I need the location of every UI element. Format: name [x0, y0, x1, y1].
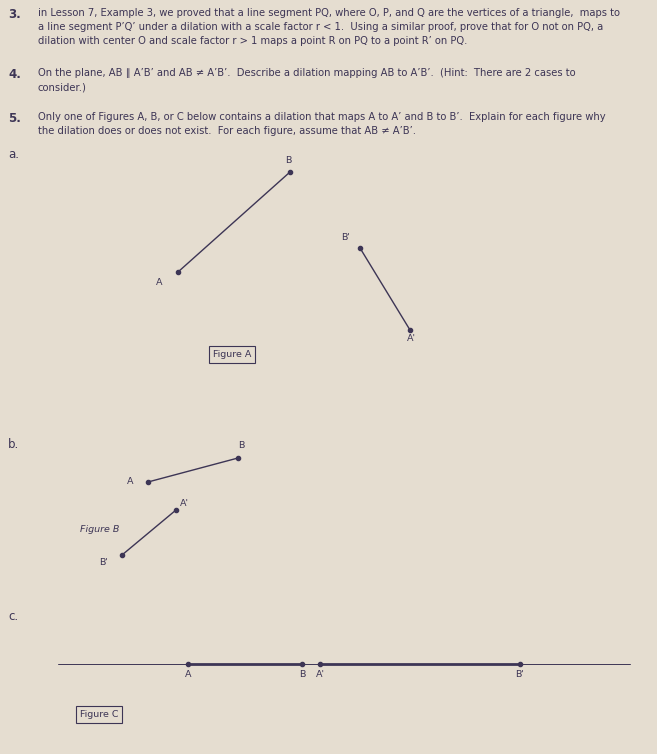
Text: A': A' [407, 334, 416, 343]
Text: c.: c. [8, 610, 18, 623]
Text: B: B [299, 670, 306, 679]
Text: A: A [156, 278, 162, 287]
Text: B': B' [99, 558, 108, 567]
Text: Figure C: Figure C [80, 710, 118, 719]
Text: a.: a. [8, 148, 19, 161]
Text: B: B [285, 156, 291, 165]
Text: B: B [238, 441, 244, 450]
Text: 4.: 4. [8, 68, 21, 81]
Text: a line segment P’Q’ under a dilation with a scale factor r < 1.  Using a similar: a line segment P’Q’ under a dilation wit… [38, 22, 603, 32]
Text: in Lesson 7, Example 3, we proved that a line segment PQ, where O, P, and Q are : in Lesson 7, Example 3, we proved that a… [38, 8, 620, 18]
Text: Figure A: Figure A [213, 350, 251, 359]
Text: 3.: 3. [8, 8, 21, 21]
Text: A': A' [315, 670, 325, 679]
Text: b.: b. [8, 438, 19, 451]
Text: the dilation does or does not exist.  For each figure, assume that AB ≠ A’B’.: the dilation does or does not exist. For… [38, 126, 416, 136]
Text: B': B' [341, 233, 350, 242]
Text: A: A [185, 670, 191, 679]
Text: B': B' [516, 670, 524, 679]
Text: On the plane, AB ∥ A’B’ and AB ≠ A’B’.  Describe a dilation mapping AB to A’B’. : On the plane, AB ∥ A’B’ and AB ≠ A’B’. D… [38, 68, 576, 78]
Text: Only one of Figures A, B, or C below contains a dilation that maps A to A’ and B: Only one of Figures A, B, or C below con… [38, 112, 606, 122]
Text: dilation with center O and scale factor r > 1 maps a point R on PQ to a point R’: dilation with center O and scale factor … [38, 36, 467, 46]
Text: 5.: 5. [8, 112, 21, 125]
Text: Figure B: Figure B [80, 525, 120, 534]
Text: consider.): consider.) [38, 82, 87, 92]
Text: A': A' [180, 499, 189, 508]
Text: A: A [127, 477, 133, 486]
